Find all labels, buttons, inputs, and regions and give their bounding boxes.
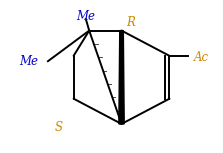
Text: Ac: Ac (194, 51, 209, 64)
Text: Me: Me (76, 10, 95, 22)
Text: S: S (55, 121, 63, 134)
Polygon shape (119, 31, 124, 124)
Text: Me: Me (19, 55, 39, 68)
Text: R: R (126, 16, 135, 29)
